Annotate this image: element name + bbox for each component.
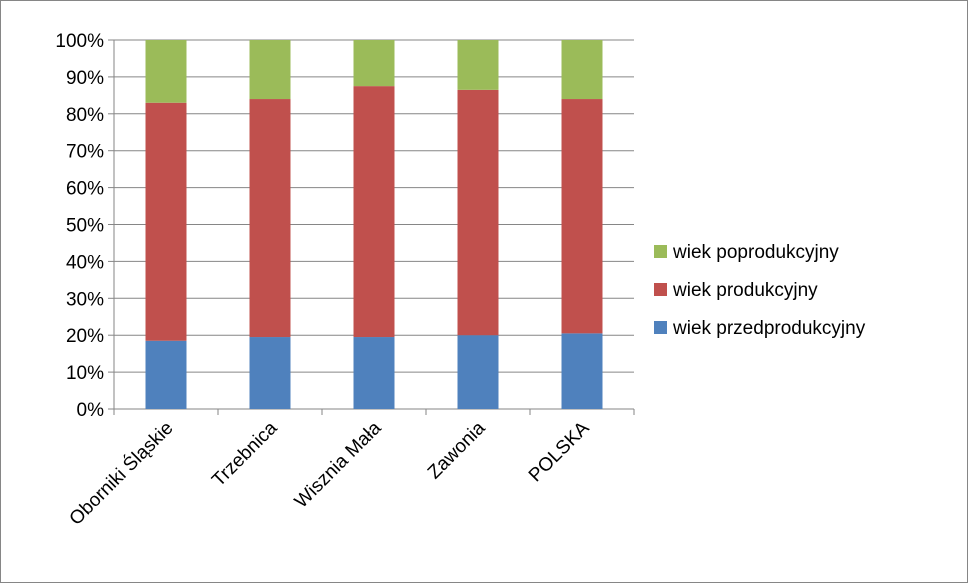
bar-segment <box>353 86 395 338</box>
bar-segment <box>457 40 499 90</box>
bar-segment <box>249 337 291 409</box>
y-tick-label: 90% <box>66 68 104 89</box>
y-tick-label: 50% <box>66 216 104 237</box>
y-tick-label: 80% <box>66 105 104 126</box>
x-category-label: Wisznia Mała <box>291 417 386 512</box>
bar-segment <box>353 40 395 87</box>
bar-segment <box>457 89 499 336</box>
legend-label: wiek przedprodukcyjny <box>672 318 866 339</box>
legend-swatch <box>654 321 667 334</box>
y-tick-label: 100% <box>55 31 104 52</box>
y-tick-label: 20% <box>66 326 104 347</box>
legend-label: wiek poprodukcyjny <box>672 242 839 263</box>
y-tick-label: 60% <box>66 179 104 200</box>
legend-swatch <box>654 283 667 296</box>
legend-label: wiek produkcyjny <box>672 280 818 301</box>
bar-segment <box>145 102 187 341</box>
y-tick-label: 30% <box>66 289 104 310</box>
legend-swatch <box>654 245 667 258</box>
bar-segment <box>145 340 187 409</box>
x-category-label: POLSKA <box>525 417 594 486</box>
x-category-label: Zawonia <box>424 417 490 483</box>
y-tick-label: 10% <box>66 363 104 384</box>
x-category-label: Trzebnica <box>208 417 282 491</box>
bar-segment <box>561 99 603 334</box>
bar-segment <box>561 333 603 409</box>
y-tick-label: 0% <box>77 400 105 421</box>
bar-segment <box>249 99 291 338</box>
x-category-label: Oborniki Śląskie <box>65 417 178 530</box>
bar-segment <box>561 40 603 100</box>
bar-segment <box>457 335 499 409</box>
y-tick-label: 40% <box>66 252 104 273</box>
bar-segment <box>353 337 395 409</box>
y-tick-label: 70% <box>66 142 104 163</box>
bar-segment <box>145 40 187 103</box>
bar-segment <box>249 40 291 100</box>
